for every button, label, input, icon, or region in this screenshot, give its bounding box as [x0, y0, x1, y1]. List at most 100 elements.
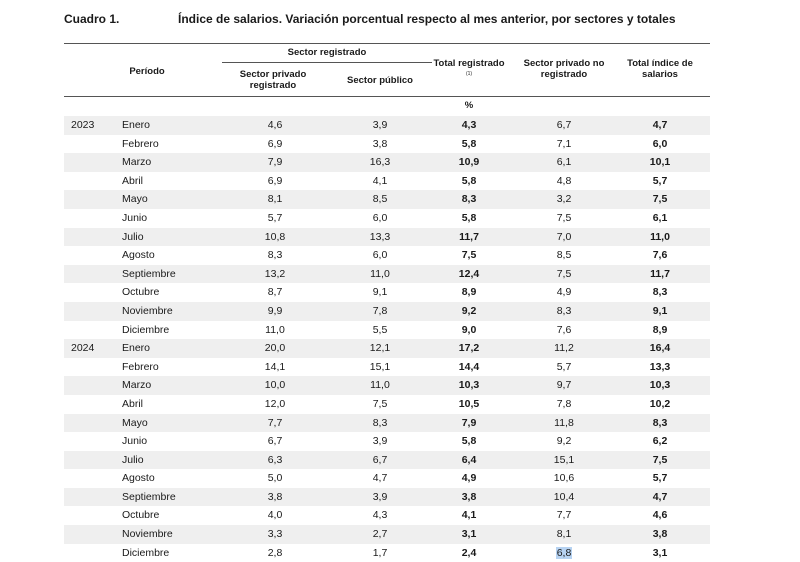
header-privado-registrado: Sector privado registrado [239, 69, 307, 91]
total-indice-cell: 4,7 [620, 488, 700, 507]
month-cell: Febrero [122, 135, 222, 154]
month-cell: Noviembre [122, 525, 222, 544]
publico-cell: 6,0 [330, 209, 430, 228]
total-indice-cell-value: 11,7 [650, 267, 670, 280]
privado-registrado-cell: 6,3 [222, 451, 328, 470]
privado-no-registrado-cell: 9,2 [515, 432, 613, 451]
total-registrado-cell: 12,4 [432, 265, 506, 284]
total-indice-cell-value: 16,4 [649, 342, 671, 355]
privado-registrado-cell-value: 20,0 [264, 342, 286, 355]
publico-cell: 4,3 [330, 506, 430, 525]
privado-no-registrado-cell-value: 8,3 [556, 304, 572, 317]
total-indice-cell-value: 11,0 [650, 230, 670, 243]
privado-registrado-cell: 3,8 [222, 488, 328, 507]
total-registrado-cell-value: 3,1 [461, 528, 477, 541]
publico-cell: 12,1 [330, 339, 430, 358]
privado-registrado-cell: 8,3 [222, 246, 328, 265]
total-indice-cell-value: 13,3 [649, 360, 671, 373]
privado-no-registrado-cell-value: 8,5 [556, 249, 572, 262]
privado-registrado-cell: 6,9 [222, 172, 328, 191]
table-row: Julio 10,8 13,3 11,7 7,0 11,0 [64, 227, 710, 247]
table-row: 2024 Enero 20,0 12,1 17,2 11,2 16,4 [64, 339, 710, 358]
total-indice-cell: 8,3 [620, 283, 700, 302]
publico-cell: 6,0 [330, 246, 430, 265]
month-cell: Julio [122, 451, 222, 470]
total-indice-cell-value: 6,2 [652, 435, 668, 448]
privado-no-registrado-cell: 6,8 [515, 544, 613, 562]
privado-no-registrado-cell: 5,7 [515, 358, 613, 377]
publico-cell-value: 7,8 [372, 304, 388, 317]
table-row: Mayo 8,1 8,5 8,3 3,2 7,5 [64, 190, 710, 209]
total-indice-cell-value: 7,6 [652, 249, 668, 262]
table-row: Febrero 14,1 15,1 14,4 5,7 13,3 [64, 358, 710, 377]
privado-registrado-cell: 20,0 [222, 339, 328, 358]
publico-cell-value: 16,3 [369, 156, 391, 169]
total-registrado-cell: 9,0 [432, 321, 506, 340]
publico-cell: 13,3 [330, 228, 430, 247]
privado-registrado-cell: 14,1 [222, 358, 328, 377]
year-cell-value: 2023 [71, 119, 95, 131]
publico-cell: 7,8 [330, 302, 430, 321]
month-cell: Junio [122, 432, 222, 451]
total-registrado-cell-value: 4,9 [461, 472, 477, 485]
month-cell-value: Marzo [122, 156, 152, 169]
total-indice-cell-value: 4,7 [652, 119, 668, 131]
total-registrado-cell: 3,8 [432, 488, 506, 507]
total-indice-cell: 3,1 [620, 544, 700, 562]
privado-registrado-cell: 4,0 [222, 506, 328, 525]
privado-registrado-cell: 12,0 [222, 395, 328, 414]
privado-no-registrado-cell-value: 11,2 [554, 342, 574, 355]
privado-no-registrado-cell-value: 7,5 [556, 211, 572, 224]
total-indice-cell: 10,2 [620, 395, 700, 414]
privado-no-registrado-cell-value: 7,6 [556, 323, 572, 336]
privado-registrado-cell-value: 11,0 [265, 323, 285, 336]
top-divider [64, 43, 710, 44]
privado-no-registrado-cell: 7,1 [515, 135, 613, 154]
privado-registrado-cell: 8,1 [222, 190, 328, 209]
group-divider [222, 62, 432, 63]
publico-cell: 4,7 [330, 469, 430, 488]
publico-cell-value: 5,5 [372, 323, 388, 336]
month-cell-value: Junio [122, 435, 148, 448]
table-row: Septiembre 3,8 3,9 3,8 10,4 4,7 [64, 487, 710, 507]
publico-cell-value: 7,5 [372, 397, 388, 410]
privado-registrado-cell: 10,8 [222, 228, 328, 247]
total-registrado-cell: 11,7 [432, 228, 506, 247]
total-registrado-cell: 9,2 [432, 302, 506, 321]
privado-no-registrado-cell: 7,0 [515, 228, 613, 247]
month-cell: Enero [122, 339, 222, 358]
privado-no-registrado-cell: 9,7 [515, 376, 613, 395]
total-indice-cell-value: 8,3 [652, 416, 668, 429]
publico-cell: 8,3 [330, 414, 430, 433]
total-indice-cell-value: 10,2 [649, 397, 671, 410]
footnote-marker: (1) [465, 71, 473, 77]
publico-cell-value: 9,1 [372, 286, 388, 299]
privado-registrado-cell: 10,0 [222, 376, 328, 395]
month-cell: Febrero [122, 358, 222, 377]
total-indice-cell: 10,3 [620, 376, 700, 395]
publico-cell: 5,5 [330, 321, 430, 340]
month-cell-value: Octubre [122, 286, 160, 299]
privado-no-registrado-cell-value: 4,8 [556, 174, 572, 187]
total-registrado-cell: 6,4 [432, 451, 506, 470]
publico-cell-value: 4,1 [372, 174, 388, 187]
table-row: Agosto 8,3 6,0 7,5 8,5 7,6 [64, 246, 710, 265]
total-registrado-cell: 3,1 [432, 525, 506, 544]
publico-cell-value: 6,0 [372, 211, 388, 224]
privado-registrado-cell-value: 3,3 [267, 528, 283, 541]
privado-no-registrado-cell-value: 7,0 [556, 230, 572, 243]
month-cell-value: Mayo [122, 193, 148, 206]
privado-registrado-cell: 5,0 [222, 469, 328, 488]
publico-cell-value: 11,0 [370, 267, 390, 280]
publico-cell-value: 4,7 [372, 472, 388, 485]
table-row: Noviembre 9,9 7,8 9,2 8,3 9,1 [64, 301, 710, 321]
month-cell-value: Enero [122, 119, 151, 131]
table-row: Septiembre 13,2 11,0 12,4 7,5 11,7 [64, 264, 710, 284]
total-indice-cell: 6,2 [620, 432, 700, 451]
privado-registrado-cell-value: 7,9 [267, 156, 283, 169]
table-row: Abril 12,0 7,5 10,5 7,8 10,2 [64, 395, 710, 414]
publico-cell-value: 6,0 [372, 249, 388, 262]
privado-no-registrado-cell-value: 9,2 [556, 435, 572, 448]
privado-registrado-cell: 3,3 [222, 525, 328, 544]
year-cell: 2024 [71, 339, 111, 358]
